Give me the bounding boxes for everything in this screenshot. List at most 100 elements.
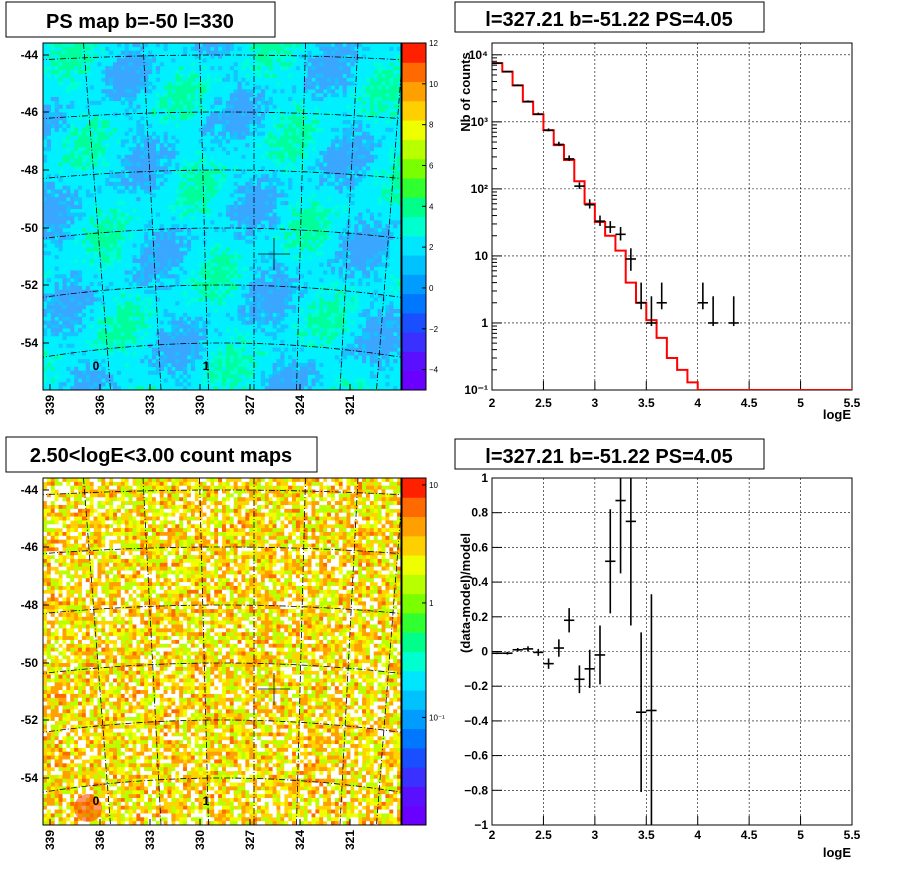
longitude-line [339, 43, 359, 390]
map-pixel [381, 347, 386, 352]
map-pixel [241, 62, 246, 67]
map-pixel [109, 320, 114, 325]
map-pixel [268, 297, 273, 302]
map-pixel [140, 316, 145, 321]
map-pixel [257, 485, 262, 490]
map-pixel [253, 224, 258, 229]
map-pixel [159, 228, 164, 233]
map-pixel [70, 481, 75, 486]
map-pixel [334, 77, 339, 82]
map-pixel [105, 120, 110, 125]
map-pixel [350, 123, 355, 129]
map-pixel [190, 516, 195, 521]
map-pixel [342, 497, 347, 502]
map-pixel [109, 228, 114, 233]
map-pixel [58, 162, 63, 167]
map-pixel [194, 343, 199, 348]
map-pixel [327, 262, 332, 267]
map-pixel [120, 66, 125, 71]
map-pixel [334, 258, 339, 263]
map-pixel [93, 43, 98, 48]
map-pixel [81, 312, 86, 317]
map-pixel [155, 516, 160, 521]
map-pixel [54, 243, 59, 248]
map-pixel [299, 504, 304, 510]
map-pixel [222, 127, 227, 132]
map-pixel [54, 524, 59, 529]
map-pixel [385, 224, 390, 229]
map-pixel [225, 270, 230, 275]
map-pixel [280, 274, 285, 279]
map-pixel [116, 235, 122, 240]
map-pixel [346, 504, 351, 510]
map-pixel [179, 108, 184, 113]
map-pixel [365, 251, 371, 256]
map-pixel [346, 516, 351, 521]
map-pixel [292, 139, 297, 144]
map-pixel [245, 112, 250, 117]
map-pixel [113, 504, 118, 510]
map-pixel [124, 270, 129, 275]
map-pixel [58, 328, 63, 333]
map-pixel [365, 235, 371, 240]
map-pixel [311, 166, 316, 171]
map-pixel [175, 278, 180, 283]
map-pixel [323, 520, 328, 525]
map-pixel [144, 154, 149, 159]
palette-swatch [402, 62, 426, 83]
map-pixel [97, 282, 102, 287]
map-pixel [214, 289, 219, 294]
map-pixel [50, 50, 55, 55]
map-pixel [245, 355, 250, 360]
map-pixel [249, 504, 254, 510]
map-pixel [85, 501, 90, 506]
map-pixel [241, 336, 246, 341]
map-pixel [151, 485, 157, 490]
map-pixel [190, 162, 195, 167]
map-pixel [299, 255, 304, 260]
map-pixel [327, 497, 332, 502]
map-pixel [334, 504, 339, 510]
map-pixel [81, 359, 86, 364]
map-pixel [54, 73, 59, 78]
map-pixel [229, 123, 234, 129]
map-pixel [43, 520, 48, 525]
map-pixel [377, 104, 382, 109]
map-pixel [136, 489, 141, 494]
map-pixel [43, 135, 48, 140]
map-pixel [202, 289, 207, 294]
map-pixel [163, 170, 168, 175]
map-pixel [54, 478, 59, 483]
map-pixel [66, 485, 71, 490]
map-pixel [303, 212, 308, 217]
map-pixel [132, 89, 137, 94]
map-pixel [362, 143, 367, 148]
map-pixel [358, 485, 363, 490]
map-pixel [307, 497, 312, 502]
map-pixel [389, 231, 394, 236]
map-pixel [50, 305, 55, 310]
map-pixel [381, 316, 386, 321]
map-pixel [120, 347, 125, 352]
map-pixel [190, 235, 195, 240]
map-pixel [346, 143, 351, 148]
map-pixel [206, 177, 211, 182]
map-pixel [202, 185, 207, 190]
map-pixel [369, 247, 374, 252]
map-pixel [362, 258, 367, 263]
map-pixel [229, 374, 234, 379]
map-pixel [358, 266, 363, 271]
map-pixel [264, 150, 269, 156]
map-pixel [280, 50, 285, 55]
map-pixel [218, 297, 223, 302]
map-pixel [253, 185, 258, 190]
map-pixel [253, 309, 258, 314]
map-pixel [113, 69, 118, 75]
map-pixel [381, 185, 386, 190]
map-pixel [385, 189, 390, 194]
map-pixel [113, 231, 118, 236]
map-pixel [327, 43, 332, 48]
map-pixel [89, 374, 94, 379]
map-pixel [214, 116, 219, 121]
map-pixel [50, 231, 55, 236]
